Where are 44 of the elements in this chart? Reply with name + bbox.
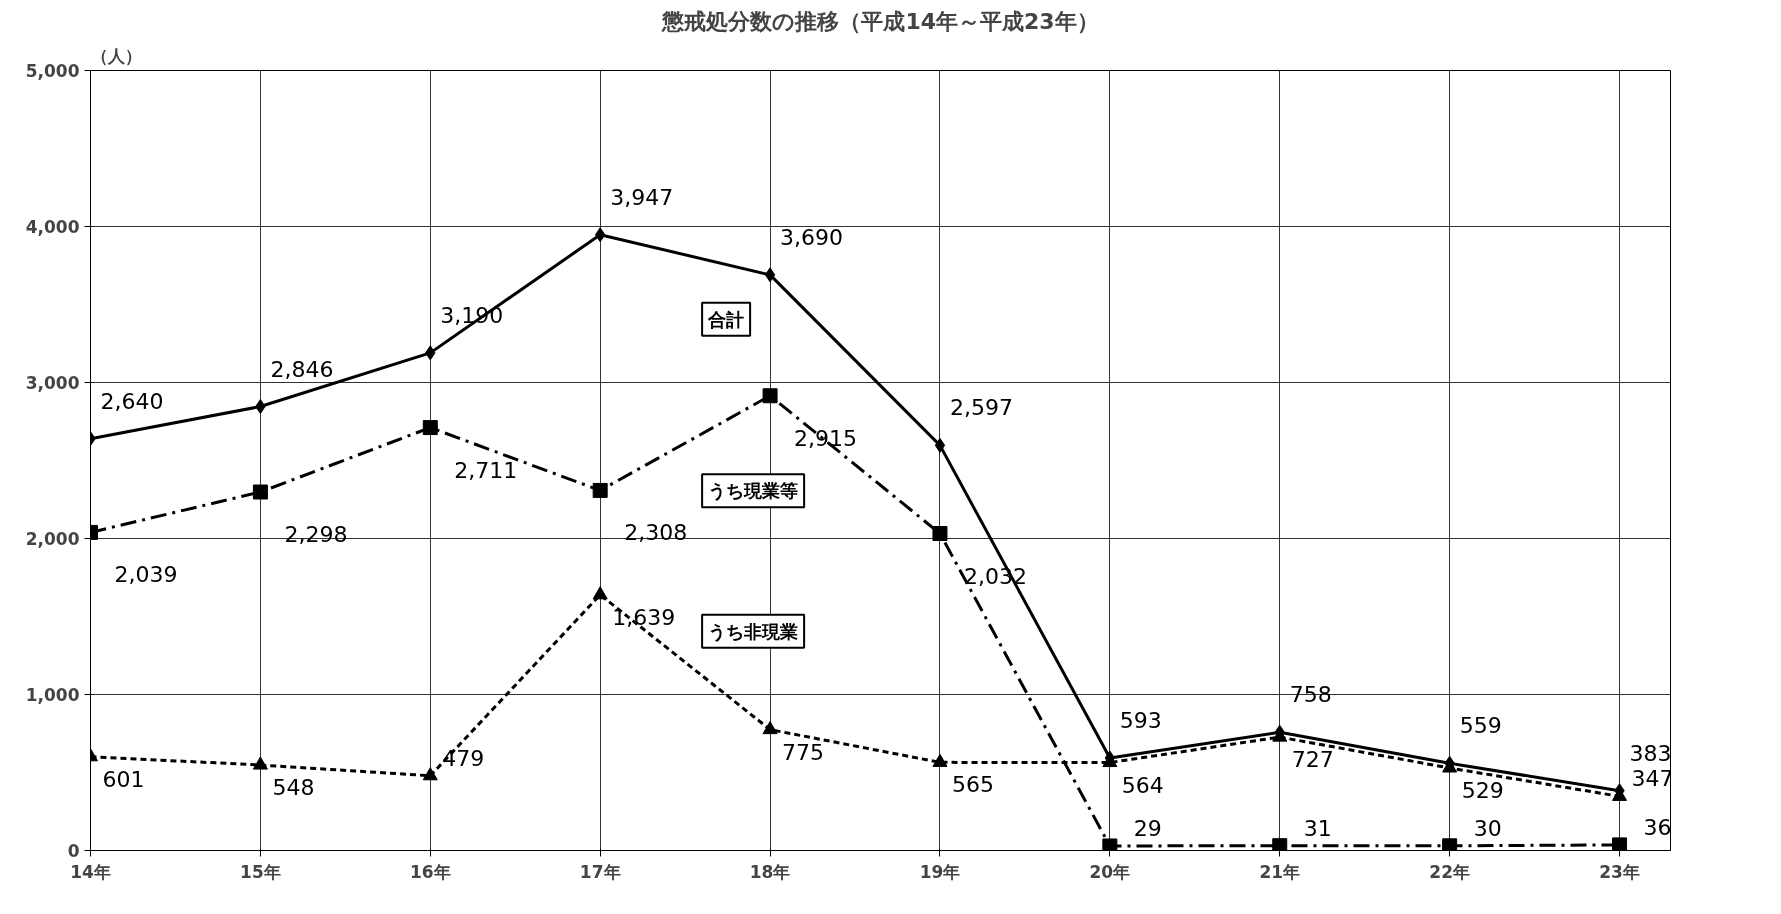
data-label: 559	[1459, 713, 1502, 739]
data-label: 2,597	[949, 395, 1013, 421]
data-label: 36	[1643, 814, 1672, 840]
data-label: 2,846	[270, 356, 334, 382]
data-label: 383	[1629, 740, 1672, 766]
data-label: 529	[1461, 777, 1504, 803]
data-label: 593	[1119, 707, 1162, 733]
data-label: 30	[1473, 815, 1502, 841]
x-tick-label: 23年	[1599, 861, 1640, 882]
data-label: 2,640	[100, 388, 164, 414]
data-label: 548	[272, 775, 315, 801]
data-label: 3,947	[610, 184, 674, 210]
x-tick-label: 15年	[240, 861, 281, 882]
y-tick-label: 4,000	[25, 217, 80, 237]
data-label: 2,915	[794, 425, 858, 451]
y-tick-label: 1,000	[25, 685, 80, 705]
data-label: 601	[102, 766, 145, 792]
x-tick-label: 17年	[579, 861, 621, 882]
x-tick-label: 16年	[409, 861, 451, 882]
data-label: 2,711	[454, 457, 518, 483]
x-tick-label: 20年	[1089, 861, 1131, 882]
x-tick-label: 22年	[1429, 861, 1470, 882]
data-label: 1,639	[612, 604, 676, 630]
data-label: 2,039	[114, 562, 178, 588]
x-tick-label: 14年	[70, 861, 111, 882]
data-label: 565	[951, 772, 994, 798]
data-label: 29	[1133, 815, 1162, 841]
chart-title: 懲戒処分数の推移（平成14年～平成23年）	[661, 8, 1099, 34]
y-tick-label: 0	[67, 841, 80, 861]
data-label: 727	[1291, 747, 1334, 773]
y-tick-label: 2,000	[25, 529, 80, 549]
y-tick-label: 3,000	[25, 373, 80, 393]
data-label: 3,690	[780, 224, 844, 250]
text: 合計	[707, 308, 745, 330]
text: うち現業等	[708, 480, 799, 502]
data-label: 31	[1303, 815, 1332, 841]
data-label: 775	[782, 739, 825, 765]
x-tick-label: 21年	[1259, 861, 1301, 882]
series-label: うち非現業	[708, 620, 799, 642]
data-label: 564	[1121, 772, 1164, 798]
y-axis-title: （人）	[90, 45, 142, 66]
x-tick-label: 19年	[919, 861, 961, 882]
x-tick-label: 18年	[749, 861, 791, 882]
y-tick-label: 5,000	[25, 61, 80, 81]
